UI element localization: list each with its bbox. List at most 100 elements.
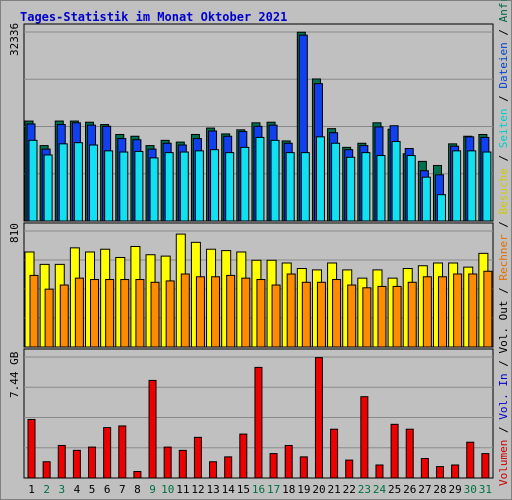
- bar-volumen: [118, 425, 127, 479]
- bar-rechner: [74, 277, 84, 348]
- legend-entry: /: [497, 148, 510, 168]
- bar-volumen: [224, 456, 233, 479]
- bar-volumen: [57, 444, 66, 479]
- bar-rechner: [226, 274, 236, 348]
- bar-rechner: [392, 285, 402, 348]
- bar-volumen: [405, 428, 414, 479]
- bar-rechner: [165, 280, 175, 348]
- bar-seiten: [482, 151, 492, 222]
- bar-seiten: [452, 150, 462, 222]
- bar-rechner: [195, 276, 205, 348]
- x-tick-label: 16: [252, 483, 265, 496]
- legend-entry: Seiten: [497, 108, 510, 148]
- legend-entry: /: [497, 281, 510, 301]
- bar-rechner: [135, 279, 145, 348]
- bar-rechner: [422, 276, 432, 348]
- bar-rechner: [180, 273, 190, 348]
- bar-seiten: [285, 152, 295, 222]
- bar-seiten: [134, 150, 144, 222]
- y-max-label-visits: 810: [8, 223, 21, 243]
- x-tick-label: 18: [282, 483, 295, 496]
- bar-seiten: [89, 144, 99, 222]
- bar-seiten: [240, 146, 250, 222]
- bar-seiten: [315, 136, 325, 222]
- bar-volumen: [284, 444, 293, 479]
- bar-rechner: [332, 279, 342, 348]
- bar-volumen: [314, 357, 323, 479]
- bar-seiten: [58, 143, 68, 222]
- x-tick-label: 5: [89, 483, 96, 496]
- bar-seiten: [376, 155, 386, 222]
- bar-volumen: [163, 446, 172, 479]
- x-tick-label: 24: [373, 483, 387, 496]
- x-tick-label: 21: [328, 483, 341, 496]
- x-tick-label: 4: [74, 483, 81, 496]
- bar-rechner: [347, 284, 357, 348]
- x-tick-label: 14: [222, 483, 236, 496]
- legend-entry: Vol. Out: [497, 301, 510, 354]
- x-tick-label: 31: [479, 483, 492, 496]
- bar-rechner: [453, 273, 463, 348]
- y-max-label-requests: 32336: [8, 23, 21, 56]
- bar-rechner: [316, 281, 326, 348]
- bar-volumen: [360, 396, 369, 479]
- bar-volumen: [239, 433, 248, 479]
- bar-rechner: [483, 270, 493, 348]
- bar-seiten: [225, 152, 235, 222]
- y-max-label-volume: 7.44 GB: [8, 351, 21, 398]
- bar-seiten: [255, 136, 265, 222]
- x-tick-label: 19: [297, 483, 310, 496]
- legend-vertical: Volumen / Vol. In / Vol. Out / Rechner /…: [497, 0, 510, 486]
- x-tick-label: 10: [161, 483, 174, 496]
- bar-volumen: [178, 449, 187, 479]
- bar-volumen: [451, 464, 460, 479]
- bar-seiten: [270, 139, 280, 222]
- x-tick-label: 6: [104, 483, 111, 496]
- x-tick-label: 25: [388, 483, 401, 496]
- legend-entry: /: [497, 214, 510, 234]
- bar-volumen: [466, 441, 475, 479]
- bar-rechner: [271, 284, 281, 348]
- legend-entry: /: [497, 22, 510, 42]
- bar-volumen: [481, 453, 490, 479]
- bar-seiten: [361, 152, 371, 222]
- legend-entry: Dateien: [497, 42, 510, 88]
- bar-volumen: [375, 464, 384, 479]
- bar-volumen: [345, 459, 354, 479]
- x-tick-label: 8: [134, 483, 141, 496]
- bar-seiten: [436, 194, 446, 222]
- bar-seiten: [149, 157, 159, 222]
- bar-seiten: [391, 141, 401, 222]
- bar-seiten: [194, 150, 204, 222]
- bar-rechner: [301, 281, 311, 348]
- bar-rechner: [377, 285, 387, 348]
- bar-rechner: [407, 281, 417, 348]
- bar-volumen: [330, 428, 339, 479]
- bar-seiten: [421, 176, 431, 222]
- bar-volumen: [148, 379, 157, 479]
- bar-rechner: [120, 279, 130, 348]
- bar-seiten: [28, 139, 38, 222]
- x-tick-label: 29: [449, 483, 462, 496]
- legend-entry: Volumen: [497, 440, 510, 486]
- bar-rechner: [256, 279, 266, 348]
- bar-rechner: [241, 277, 251, 348]
- bar-volumen: [269, 453, 278, 479]
- x-tick-label: 23: [358, 483, 371, 496]
- bar-volumen: [420, 457, 429, 479]
- legend-entry: Rechner: [497, 234, 510, 281]
- x-tick-label: 26: [403, 483, 416, 496]
- bar-rechner: [150, 281, 160, 348]
- bar-seiten: [73, 142, 83, 222]
- bar-volumen: [88, 446, 97, 479]
- x-tick-label: 20: [312, 483, 325, 496]
- bar-rechner: [59, 284, 69, 348]
- bar-seiten: [164, 152, 174, 222]
- bar-seiten: [467, 150, 477, 222]
- bar-seiten: [346, 156, 356, 222]
- bar-rechner: [44, 288, 54, 348]
- chart-title: Tages-Statistik im Monat Oktober 2021: [20, 10, 288, 24]
- legend-entry: /: [497, 89, 510, 109]
- x-tick-label: 3: [59, 483, 66, 496]
